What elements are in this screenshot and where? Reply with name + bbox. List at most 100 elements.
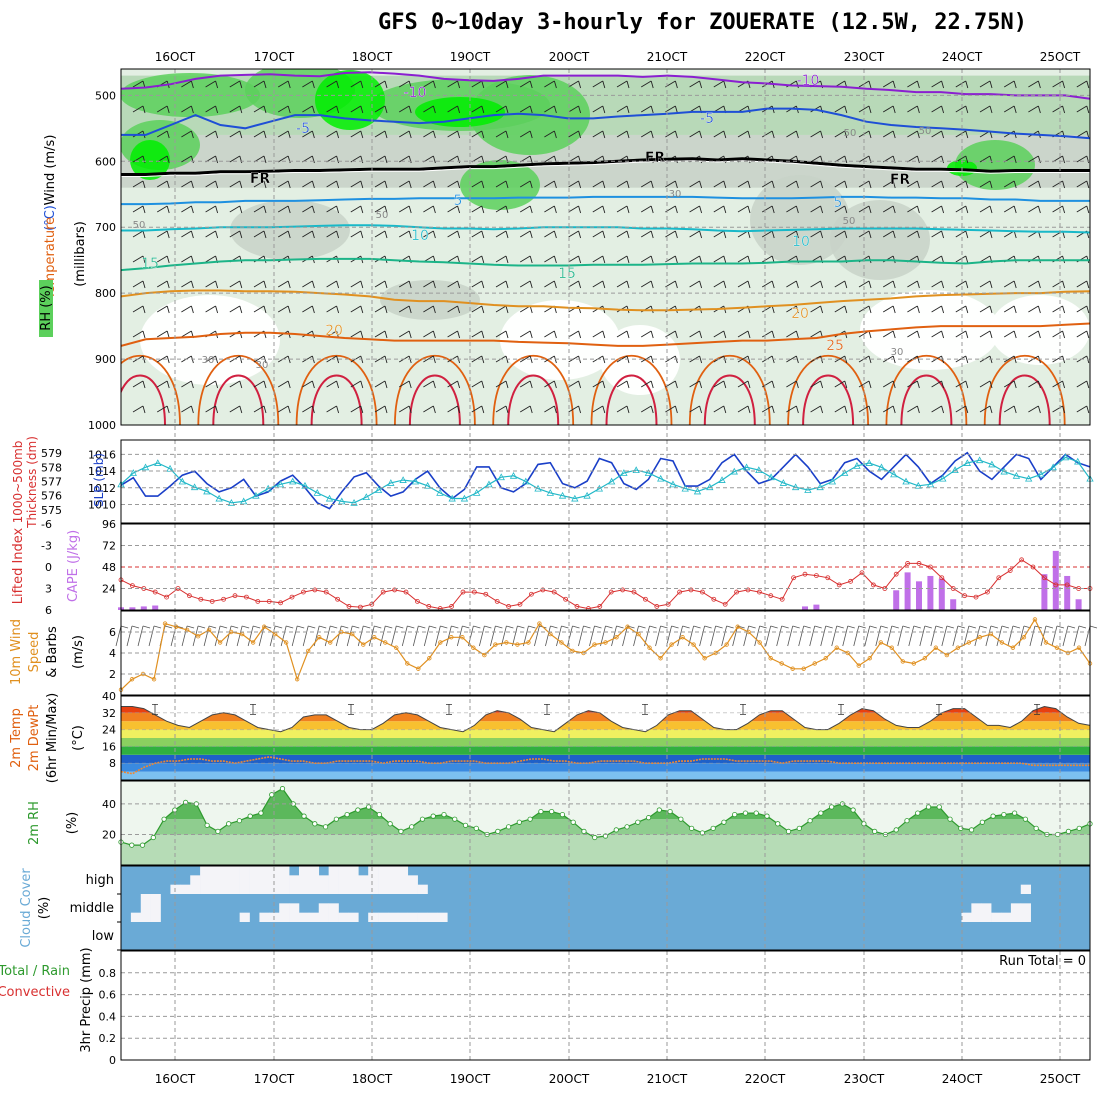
wind-barb xyxy=(737,280,751,289)
wind-barb xyxy=(931,230,945,239)
wind-barb xyxy=(713,180,727,189)
panel-frame-slp xyxy=(120,439,1091,524)
wind-barb xyxy=(205,205,219,214)
wind-barb xyxy=(1028,280,1041,289)
wind-barb xyxy=(737,355,751,364)
precip-tick: 0.8 xyxy=(99,967,117,980)
cape-bar xyxy=(916,581,922,610)
wind-barb xyxy=(907,130,920,139)
isotherm-label: 20 xyxy=(791,306,809,322)
wind-barb xyxy=(423,380,436,389)
wind-barb xyxy=(713,380,727,389)
ylabel-wind-unit: (m/s) xyxy=(71,635,86,669)
wind-barb xyxy=(713,205,727,214)
rh2m-marker xyxy=(710,825,716,831)
wind-barb xyxy=(253,280,267,289)
wind-barb xyxy=(132,255,146,264)
wind-barb xyxy=(398,380,412,389)
wind-barb xyxy=(398,105,412,114)
cloud-high-cell xyxy=(328,866,339,894)
wind-barb xyxy=(398,330,412,339)
wind-barb xyxy=(205,130,219,139)
wind-barb xyxy=(592,205,606,214)
wind-barb xyxy=(350,130,364,139)
wind-barb-10m xyxy=(225,625,239,647)
wind-marker xyxy=(294,677,300,682)
li-marker xyxy=(255,599,261,604)
wind-marker xyxy=(405,661,410,666)
li-marker xyxy=(483,591,489,597)
wind-barb xyxy=(1052,355,1066,364)
thickness-marker xyxy=(1037,470,1045,478)
wind-barb-10m xyxy=(556,625,569,647)
isotherm-30-loop xyxy=(802,374,855,425)
ylabel-rh: RH (%) xyxy=(39,285,54,330)
wind-barb xyxy=(181,230,194,239)
wind-barb xyxy=(398,305,412,314)
wind-barb xyxy=(640,130,654,139)
wind-barb-10m xyxy=(820,625,833,647)
li-marker xyxy=(768,593,774,599)
cape-bar xyxy=(938,578,945,610)
wind-barb xyxy=(931,105,945,114)
ylabel-wind: Wind (m/s) xyxy=(43,135,58,206)
ylabel-2m-rh: 2m RH xyxy=(27,801,42,845)
thickness-marker xyxy=(607,477,616,485)
wind-barb-10m xyxy=(401,625,415,647)
li-marker xyxy=(1007,568,1013,573)
wind-barb xyxy=(132,405,146,414)
thickness-marker xyxy=(767,473,775,481)
ylabel-temperature: Temperature xyxy=(43,217,58,300)
ylabel-cloud-cover: Cloud Cover xyxy=(19,868,34,948)
thickness-marker xyxy=(632,466,640,474)
rh2m-marker xyxy=(129,842,135,848)
wind-barb xyxy=(689,205,703,214)
isotherm-label: -10 xyxy=(404,85,427,101)
wind-tick: 2 xyxy=(109,668,116,681)
wind-barb xyxy=(1003,280,1017,289)
cloud-level-high: high xyxy=(86,873,114,888)
wind-barb-10m xyxy=(324,625,338,647)
wind-barb xyxy=(955,280,969,289)
li-marker xyxy=(357,604,363,610)
cloud-mid-cell xyxy=(130,912,142,922)
wind-barb xyxy=(955,255,969,264)
wind-barb xyxy=(955,230,969,239)
wind-barb xyxy=(156,205,170,214)
temp-tick: 24 xyxy=(102,724,116,737)
wind-marker xyxy=(812,661,817,666)
slp-tick: 1014 xyxy=(88,465,116,478)
li-marker xyxy=(164,594,170,600)
isotherm-25 xyxy=(121,322,1090,347)
li-marker xyxy=(688,587,694,593)
wind-barb xyxy=(592,330,606,339)
wind-barb-10m xyxy=(853,625,866,647)
thickness-marker xyxy=(203,487,211,495)
wind-barb xyxy=(519,330,533,339)
wind-barb xyxy=(907,330,920,339)
wind-barb xyxy=(689,380,703,389)
wind-marker xyxy=(680,635,685,640)
wind-marker xyxy=(283,640,289,645)
thickness-marker xyxy=(1061,453,1070,461)
cloud-high-cell xyxy=(170,884,181,894)
rh-dry-patch-4 xyxy=(990,295,1090,365)
wind-tick: 6 xyxy=(109,626,116,639)
wind-barb-10m xyxy=(148,625,162,647)
wind-barb xyxy=(592,255,606,264)
wind-barb xyxy=(350,105,364,114)
li-marker xyxy=(243,594,249,600)
wind-marker xyxy=(636,631,641,637)
cape-bar xyxy=(1041,574,1048,610)
wind-barb xyxy=(181,130,194,139)
wind-marker xyxy=(305,648,311,654)
rh2m-marker xyxy=(613,827,619,833)
wind-marker xyxy=(1021,635,1027,640)
isotherm-0 xyxy=(121,157,1090,176)
wind-barb xyxy=(616,405,630,414)
rh2m-marker xyxy=(269,792,275,798)
wind-barb xyxy=(1076,380,1090,389)
wind-marker xyxy=(856,663,861,668)
cape-bar xyxy=(152,605,159,610)
wind-marker xyxy=(735,624,740,629)
